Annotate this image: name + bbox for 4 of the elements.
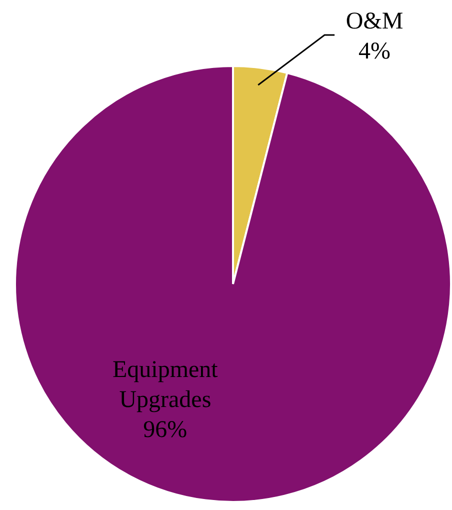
data-label: 4% — [358, 38, 391, 64]
slice-label: Equipment Upgrades — [112, 357, 218, 414]
data-label: 96% — [143, 417, 188, 444]
slice-label: O&M — [346, 8, 404, 34]
